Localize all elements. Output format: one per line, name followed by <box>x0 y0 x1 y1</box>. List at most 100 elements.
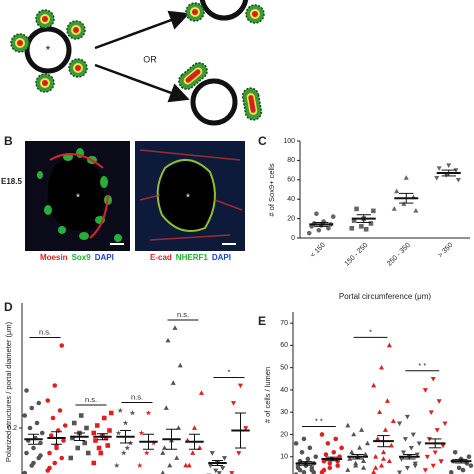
data-point <box>311 470 317 474</box>
data-point <box>305 456 311 462</box>
data-point <box>306 230 312 236</box>
y-tick-label: 70 <box>280 320 288 327</box>
data-point <box>124 445 131 451</box>
data-point <box>436 166 442 171</box>
data-point <box>443 173 449 178</box>
data-point <box>22 470 28 474</box>
data-point <box>368 221 374 226</box>
data-point <box>327 465 333 471</box>
data-point <box>301 436 307 442</box>
data-point <box>456 465 462 471</box>
panel-label: E <box>258 314 266 328</box>
x-tick-label: > 350 <box>437 242 455 260</box>
data-point <box>452 449 458 455</box>
data-point <box>316 227 322 233</box>
data-point <box>430 376 436 382</box>
data-point <box>138 430 145 436</box>
data-point <box>177 362 183 368</box>
data-point <box>391 206 397 211</box>
data-point <box>384 398 390 403</box>
y-tick-label: 10 <box>280 454 288 461</box>
arrow <box>94 10 190 50</box>
data-point <box>460 467 466 473</box>
data-point <box>379 364 385 370</box>
data-point <box>446 163 452 169</box>
significance-label: n.s. <box>177 310 189 319</box>
significance-label: n.s. <box>85 395 97 404</box>
data-point <box>207 463 214 469</box>
data-point <box>353 460 359 466</box>
data-point <box>301 470 307 474</box>
data-point <box>91 460 97 466</box>
data-point <box>94 423 100 428</box>
data-point <box>371 469 377 474</box>
data-point <box>440 443 446 449</box>
organoid <box>10 33 30 53</box>
data-point <box>143 450 150 456</box>
legend-entry: DAPI <box>95 253 114 262</box>
data-point <box>293 441 299 446</box>
data-point <box>299 449 305 455</box>
data-point <box>349 226 355 231</box>
asterisk: * <box>46 43 51 57</box>
data-point <box>52 383 58 388</box>
y-axis-label: Polarized structures / portal diameter (… <box>4 321 13 462</box>
data-point <box>96 445 102 451</box>
panel-label: B <box>4 134 13 148</box>
data-point <box>380 449 387 455</box>
data-point <box>408 445 414 451</box>
significance-label: * <box>228 367 231 376</box>
data-point <box>174 455 180 460</box>
data-point <box>221 456 228 461</box>
data-point <box>229 471 235 474</box>
data-point <box>38 440 43 446</box>
data-point <box>466 454 472 460</box>
data-point <box>359 224 364 229</box>
lumen <box>156 159 216 232</box>
data-point <box>243 426 249 431</box>
data-point <box>237 383 244 389</box>
data-point <box>101 415 107 421</box>
data-point <box>432 450 438 456</box>
data-point <box>371 382 377 388</box>
data-point <box>398 457 405 462</box>
organoid <box>245 4 265 24</box>
data-point <box>412 463 418 469</box>
portal-vein <box>190 78 238 126</box>
data-point <box>29 405 35 411</box>
asterisk: * <box>76 193 80 204</box>
data-point <box>321 219 326 224</box>
data-point <box>38 453 43 458</box>
data-point <box>361 458 367 464</box>
data-point <box>404 414 410 420</box>
data-point <box>388 442 394 448</box>
data-point <box>442 421 448 427</box>
data-point <box>422 388 428 393</box>
y-tick-label: 20 <box>280 431 288 438</box>
data-point <box>323 452 329 457</box>
data-point <box>48 433 54 438</box>
y-tick-label: 100 <box>283 138 295 145</box>
data-point <box>183 462 189 468</box>
organoid <box>66 20 86 40</box>
data-point <box>314 211 319 217</box>
data-point <box>351 431 357 437</box>
data-point <box>321 458 327 464</box>
data-point <box>172 325 178 330</box>
data-point <box>160 470 165 474</box>
data-point <box>31 460 36 466</box>
data-point <box>468 463 474 468</box>
data-point <box>103 435 109 441</box>
y-axis-label: # of Sox9+ cells <box>267 163 276 216</box>
portal-vein <box>24 26 72 74</box>
data-point <box>377 409 383 415</box>
data-point <box>167 462 173 468</box>
data-point <box>145 410 152 416</box>
panel-label: C <box>258 134 267 148</box>
data-point <box>333 436 339 442</box>
data-point <box>160 450 166 455</box>
x-axis-label: Portal circumference (μm) <box>339 292 432 301</box>
data-point <box>434 428 440 433</box>
data-point <box>216 471 222 474</box>
